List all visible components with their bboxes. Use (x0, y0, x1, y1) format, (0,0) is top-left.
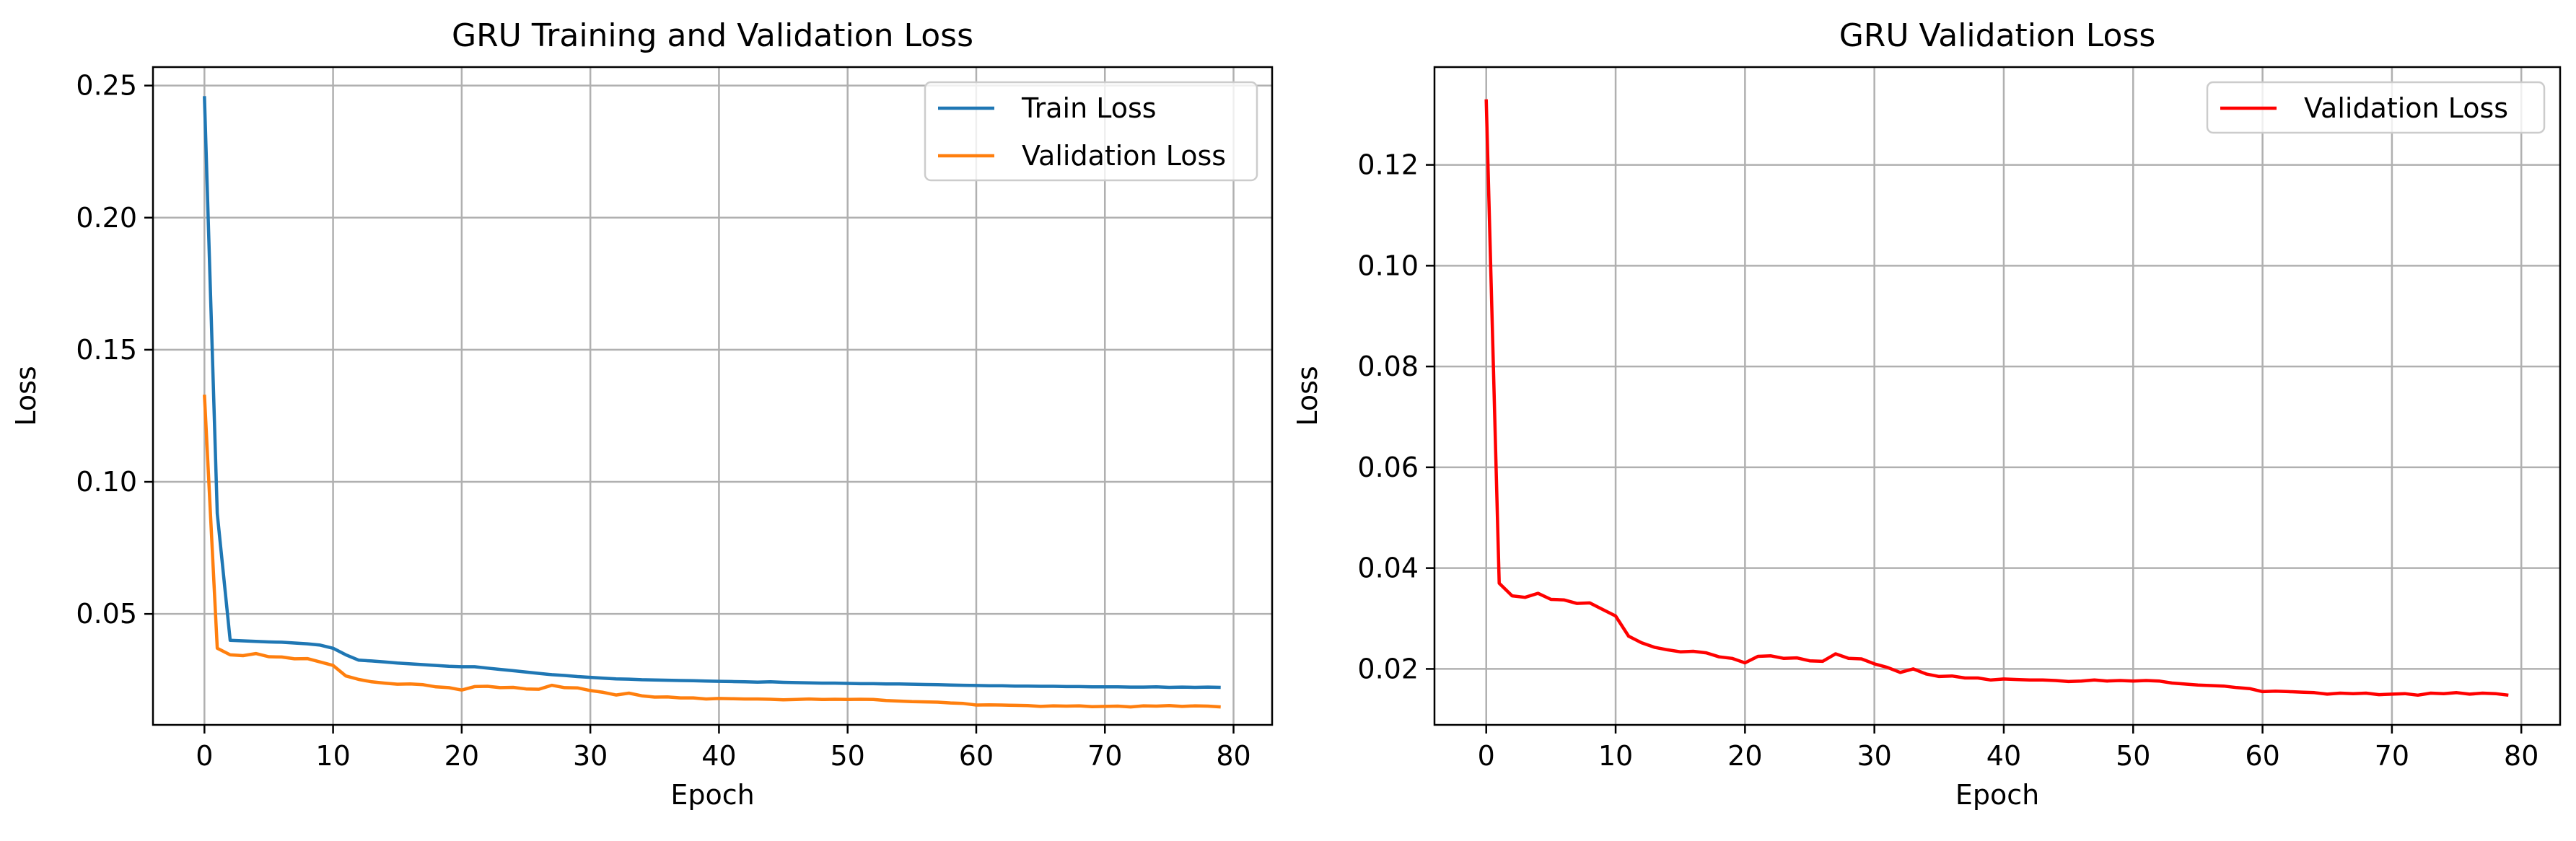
x-tick-label: 50 (831, 740, 865, 772)
x-tick-label: 80 (1216, 740, 1250, 772)
y-tick-label: 0.25 (76, 70, 137, 102)
y-tick-label: 0.10 (1357, 250, 1419, 281)
x-tick-label: 40 (1986, 740, 2021, 772)
series-line-train-loss (203, 96, 1221, 690)
y-tick-label: 0.02 (1357, 653, 1419, 684)
x-tick-label: 60 (959, 740, 994, 772)
x-tick-label: 10 (1598, 740, 1633, 772)
x-tick-label: 30 (573, 740, 608, 772)
x-tick-label: 10 (315, 740, 350, 772)
x-tick-label: 80 (2504, 740, 2538, 772)
x-axis-label: Epoch (1955, 779, 2039, 811)
y-tick-label: 0.06 (1357, 452, 1419, 483)
x-tick-label: 0 (1478, 740, 1495, 772)
y-tick-label: 0.20 (76, 202, 137, 234)
y-tick-label: 0.05 (76, 598, 137, 630)
x-tick-label: 50 (2116, 740, 2150, 772)
x-tick-label: 30 (1857, 740, 1891, 772)
chart-title: GRU Validation Loss (1839, 17, 2156, 54)
x-axis-label: Epoch (670, 779, 754, 811)
legend-box (2206, 81, 2546, 134)
x-tick-label: 20 (1727, 740, 1762, 772)
chart-title: GRU Training and Validation Loss (452, 17, 973, 54)
y-tick-label: 0.10 (76, 466, 137, 498)
y-tick-label: 0.04 (1357, 552, 1419, 584)
legend: Train Loss Validation Loss (924, 81, 1258, 182)
chart-right: 0 10 20 30 40 50 60 70 80 0.02 0.04 0.06 0.08 0.10 0.1… (1292, 17, 2562, 811)
legend-box (924, 81, 1258, 182)
y-axis-label: Loss (1292, 366, 1323, 426)
legend-label: Validation Loss (1022, 140, 1226, 172)
series-line-validation-loss (203, 395, 1221, 709)
x-tick-label: 70 (2375, 740, 2409, 772)
chart-left: 0 10 20 30 40 50 60 70 80 0.05 0.10 0.15 0.20 0.25 GRU… (10, 17, 1274, 811)
x-tick-label: 20 (444, 740, 479, 772)
series-line-validation-loss (1484, 99, 2509, 697)
y-axis-label: Loss (10, 366, 42, 426)
x-tick-label: 40 (701, 740, 736, 772)
y-tick-label: 0.08 (1357, 351, 1419, 382)
x-tick-label: 0 (196, 740, 213, 772)
plot-frame (152, 66, 1274, 726)
x-tick-label: 60 (2245, 740, 2279, 772)
x-tick-label: 70 (1087, 740, 1122, 772)
legend: Validation Loss (2206, 81, 2546, 134)
legend-label: Validation Loss (2304, 92, 2508, 124)
plot-frame (1433, 66, 2562, 726)
y-tick-label: 0.12 (1357, 149, 1419, 181)
y-tick-label: 0.15 (76, 334, 137, 366)
legend-label: Train Loss (1021, 92, 1157, 124)
